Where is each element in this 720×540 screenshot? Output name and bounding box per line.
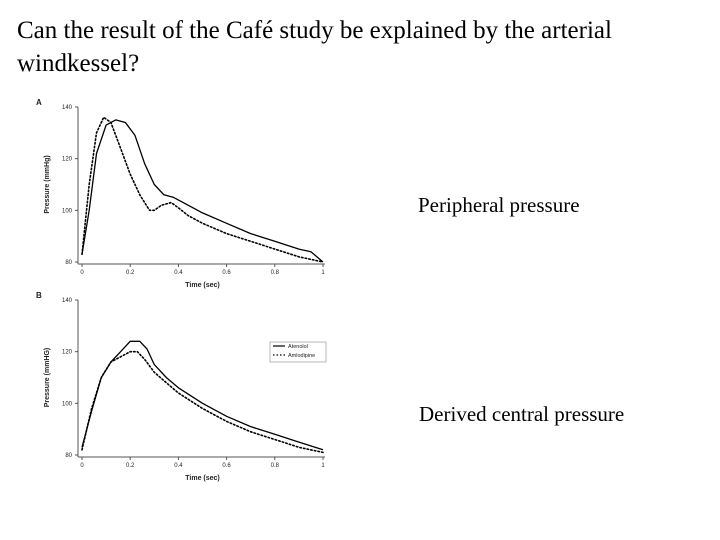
x-tick-label: 0.6 <box>222 463 231 469</box>
central-pressure-caption: Derived central pressure <box>419 402 625 426</box>
panel-label: B <box>36 291 42 300</box>
slide-title: Can the result of the Café study be expl… <box>17 17 612 77</box>
y-tick-label: 140 <box>62 298 73 304</box>
legend-label: Amlodipine <box>288 353 315 359</box>
x-axis-title: Time (sec) <box>185 475 220 482</box>
peripheral-pressure-chart: A 80 100 120 140 0 0.2 0.4 0.6 0.8 1 Time (sec) Pres… <box>36 98 325 289</box>
y-tick-label: 80 <box>65 260 72 266</box>
x-tick-label: 0 <box>80 463 84 469</box>
x-tick-label: 1 <box>321 463 325 469</box>
y-tick-label: 120 <box>62 157 73 163</box>
y-axis-title: Pressure (mmHG) <box>44 348 51 408</box>
y-tick-label: 140 <box>62 105 73 111</box>
y-tick-label: 120 <box>62 350 73 356</box>
central-pressure-chart: B 80 100 120 140 0 0.2 0.4 0.6 0.8 1 Time (sec) Pres… <box>36 291 327 482</box>
x-axis-title: Time (sec) <box>185 282 220 289</box>
y-axis-title: Pressure (mmHg) <box>44 155 51 213</box>
x-tick-label: 1 <box>321 270 325 276</box>
x-tick-label: 0.8 <box>271 270 280 276</box>
series-line-solid <box>81 119 324 263</box>
peripheral-pressure-caption: Peripheral pressure <box>418 193 580 217</box>
x-tick-label: 0 <box>80 270 84 276</box>
series-line-dotted <box>81 116 324 263</box>
x-tick-label: 0.2 <box>126 270 135 276</box>
y-tick-label: 100 <box>62 401 73 407</box>
x-tick-label: 0.4 <box>174 463 183 469</box>
x-tick-label: 0.2 <box>126 463 135 469</box>
y-tick-label: 100 <box>62 208 73 214</box>
series-line-dotted <box>81 350 324 454</box>
x-tick-label: 0.4 <box>174 270 183 276</box>
x-tick-label: 0.6 <box>222 270 231 276</box>
x-tick-label: 0.8 <box>271 463 280 469</box>
y-tick-label: 80 <box>65 453 72 459</box>
legend-box <box>269 341 327 363</box>
legend-label: Atenolol <box>288 344 308 350</box>
panel-label: A <box>36 98 42 107</box>
